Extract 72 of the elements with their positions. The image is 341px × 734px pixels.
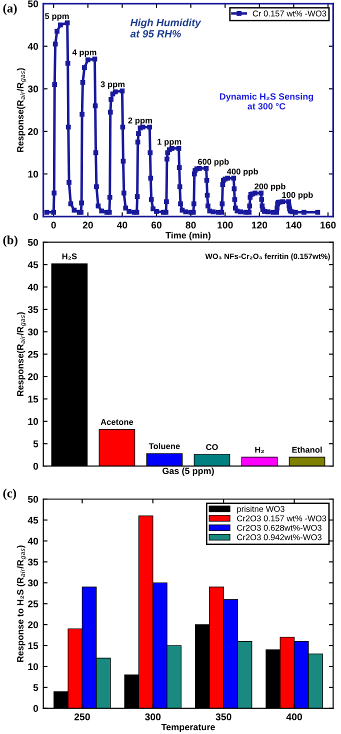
category-label: Ethanol xyxy=(292,446,322,453)
annotation: 1 ppm xyxy=(158,138,182,146)
legend-label: Cr 0.157 wt% -WO3 xyxy=(252,10,326,16)
x-tick-label: 160 xyxy=(320,222,336,229)
y-tick-label: 20 xyxy=(28,373,38,380)
category-label: H₂ xyxy=(255,446,264,453)
y-tick-label: 35 xyxy=(28,558,38,566)
annotation: High Humidity at 95 RH% xyxy=(130,18,202,38)
y-tick-label: 20 xyxy=(28,128,38,136)
y-tick-label: 30 xyxy=(28,86,38,92)
x-tick-label: 40 xyxy=(116,222,128,229)
x-tick-label: 0 xyxy=(51,222,56,229)
legend-label: prisitne WO3 xyxy=(237,506,284,514)
category-label: Acetone xyxy=(100,419,134,425)
y-tick-label: 50 xyxy=(28,0,38,8)
text: (b) xyxy=(3,236,18,247)
legend-label: Cr2O3 0.628wt%-WO3 xyxy=(237,524,322,531)
category-label: CO xyxy=(206,444,218,450)
y-axis-title: Response(R$_{air}$/R$_{gas}$) xyxy=(16,312,26,396)
y-tick-label: 15 xyxy=(28,642,38,650)
y-tick-label: 10 xyxy=(28,418,38,425)
x-axis-title: Gas (5 ppm) xyxy=(162,467,214,476)
y-tick-label: 0 xyxy=(33,213,38,220)
x-tick-label: 120 xyxy=(252,222,268,229)
annotation: 5 ppm xyxy=(45,13,69,21)
annotation: 2 ppm xyxy=(128,117,152,126)
x-tick-label: 80 xyxy=(186,222,196,229)
y-tick-label: 10 xyxy=(28,170,38,178)
x-tick-label: 250 xyxy=(74,713,90,720)
y-tick-label: 0 xyxy=(33,705,38,712)
x-tick-label: 20 xyxy=(82,222,93,229)
x-tick-label: 140 xyxy=(286,222,302,229)
y-tick-label: 0 xyxy=(33,462,38,470)
text: (a) xyxy=(3,4,17,16)
y-tick-label: 35 xyxy=(28,306,38,314)
y-tick-label: 40 xyxy=(28,284,38,291)
y-axis-title: Response to H₂S (R$_{air}$/R$_{gas}$) xyxy=(16,546,26,662)
x-tick-label: 400 xyxy=(286,713,302,720)
legend-label: Cr2O3 0.157 wt% -WO3 xyxy=(237,515,326,522)
y-tick-label: 5 xyxy=(33,440,38,448)
x-tick-label: 60 xyxy=(151,222,162,229)
annotation: 3 ppm xyxy=(100,81,125,89)
y-tick-label: 30 xyxy=(28,580,38,586)
y-tick-label: 40 xyxy=(28,42,38,50)
y-tick-label: 20 xyxy=(28,621,38,628)
y-tick-label: 45 xyxy=(28,261,38,268)
annotation: 600 ppb xyxy=(198,158,229,166)
y-tick-label: 25 xyxy=(28,600,38,608)
y-axis-title: Response(R$_{air}$/R$_{gas}$) xyxy=(16,68,26,152)
annotation: 4 ppm xyxy=(72,49,96,57)
legend-label: Cr2O3 0.942wt%-WO3 xyxy=(237,534,322,540)
y-tick-label: 45 xyxy=(28,516,38,524)
x-tick-label: 350 xyxy=(216,713,232,720)
y-tick-label: 40 xyxy=(28,538,38,545)
category-label: Toluene xyxy=(148,443,180,450)
y-tick-label: 30 xyxy=(28,328,38,336)
y-tick-label: 10 xyxy=(28,663,38,670)
y-tick-label: 25 xyxy=(28,350,38,358)
y-tick-label: 15 xyxy=(28,396,38,403)
annotation: Dynamic H₂S Sensing at 300 °C xyxy=(220,93,314,110)
y-tick-label: 50 xyxy=(28,238,38,246)
y-tick-label: 5 xyxy=(33,684,38,692)
annotation: 400 ppb xyxy=(226,168,258,176)
x-tick-label: 100 xyxy=(218,222,233,229)
y-tick-label: 50 xyxy=(28,496,38,503)
category-label: H₂S xyxy=(62,253,77,260)
x-axis-title: Time (min) xyxy=(166,232,211,240)
annotation: 200 ppb xyxy=(254,183,286,192)
text: (c) xyxy=(3,488,16,500)
x-axis-title: Temperature xyxy=(161,724,215,732)
annotation: 100 ppb xyxy=(282,192,313,200)
x-tick-label: 300 xyxy=(145,713,161,720)
